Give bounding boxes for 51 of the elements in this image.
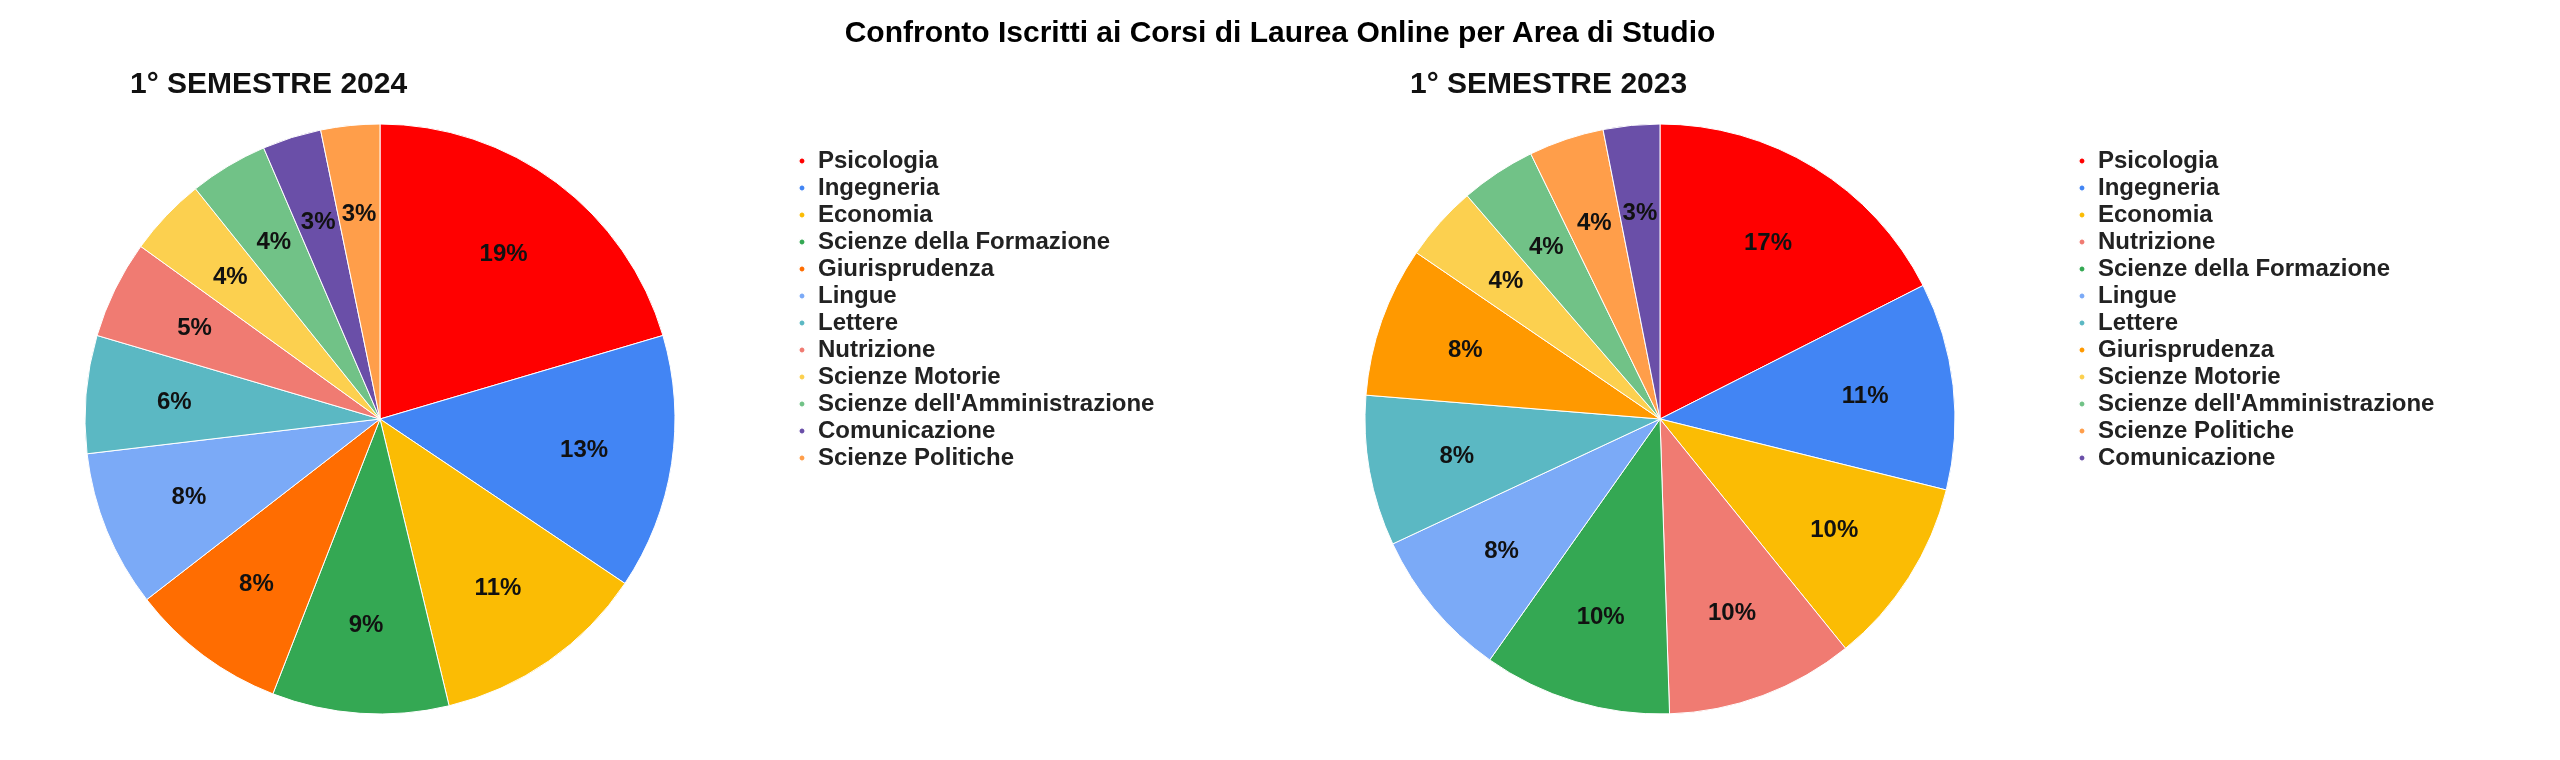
data-label: 8% (239, 569, 274, 597)
data-label: 13% (560, 435, 609, 463)
legend-label: Scienze Politiche (818, 443, 1015, 470)
legend-label: Scienze della Formazione (2098, 254, 2391, 281)
data-label: 10% (1708, 597, 1757, 625)
legend-label: Lettere (2098, 308, 2179, 335)
data-label: 4% (212, 261, 248, 289)
legend-label: Psicologia (818, 146, 939, 173)
data-label: 9% (348, 610, 384, 638)
legend-label: Economia (2098, 200, 2214, 227)
data-label: 4% (1576, 208, 1612, 236)
data-label: 8% (171, 482, 207, 510)
data-label: 3% (341, 198, 377, 226)
data-label: 6% (156, 386, 192, 414)
data-label: 19% (479, 238, 528, 266)
data-label: 3% (1622, 198, 1658, 226)
legend-label: Psicologia (2098, 146, 2219, 173)
legend-label: Giurisprudenza (818, 254, 995, 281)
data-label: 10% (1576, 601, 1625, 629)
chart-title: 1° SEMESTRE 2023 (1410, 66, 1688, 99)
data-label: 11% (474, 573, 522, 601)
text: Confronto Iscritti ai Corsi di Laurea Online per Area di Studio (843, 14, 1717, 50)
legend-label: Scienze dell'Amministrazione (818, 389, 1155, 416)
data-label: 8% (1439, 440, 1475, 468)
data-label: 5% (177, 313, 212, 341)
legend-label: Lettere (818, 308, 899, 335)
legend-label: Economia (818, 200, 934, 227)
legend-label: Scienze Politiche (2098, 416, 2295, 443)
data-label: 17% (1744, 228, 1793, 256)
legend-label: Comunicazione (2098, 443, 2276, 470)
legend-label: Ingegneria (818, 173, 941, 200)
legend-label: Lingue (818, 281, 897, 308)
data-label: 8% (1484, 536, 1519, 564)
data-label: 4% (1488, 266, 1524, 294)
chart-title: 1° SEMESTRE 2024 (130, 66, 408, 99)
legend-label: Nutrizione (2098, 227, 2216, 254)
data-label: 8% (1447, 335, 1483, 363)
data-label: 4% (1528, 231, 1564, 259)
legend-label: Scienze Motorie (2098, 362, 2281, 389)
legend-label: Scienze dell'Amministrazione (2098, 389, 2435, 416)
data-label: 11% (1841, 380, 1889, 408)
legend-label: Giurisprudenza (2098, 335, 2275, 362)
legend-label: Comunicazione (818, 416, 996, 443)
legend-label: Scienze della Formazione (818, 227, 1111, 254)
data-label: 4% (256, 226, 292, 254)
data-label: 3% (300, 206, 336, 234)
legend-label: Lingue (2098, 281, 2177, 308)
data-label: 10% (1810, 514, 1859, 542)
legend-label: Nutrizione (818, 335, 936, 362)
legend-label: Ingegneria (2098, 173, 2221, 200)
legend-label: Scienze Motorie (818, 362, 1001, 389)
